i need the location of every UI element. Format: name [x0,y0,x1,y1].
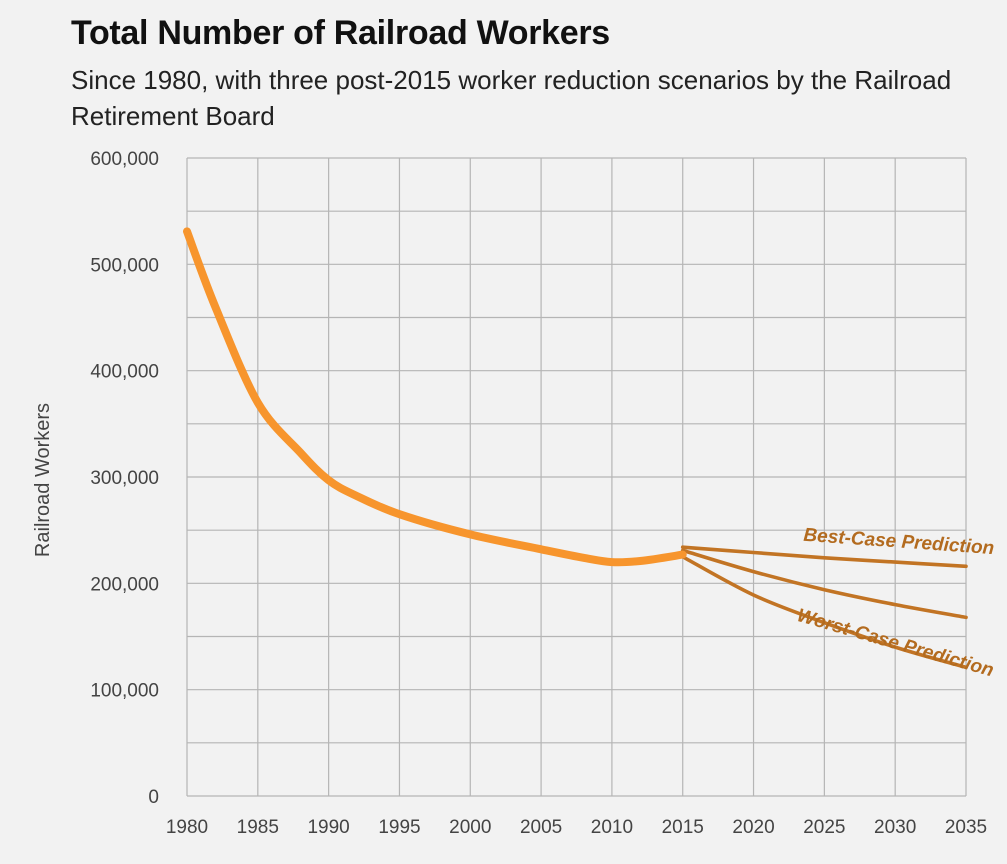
chart-title: Total Number of Railroad Workers [71,14,610,52]
x-tick-label: 2010 [591,817,633,838]
y-tick-label: 500,000 [90,255,159,276]
x-tick-label: 2035 [945,817,987,838]
worst-case-series-line [680,555,968,670]
y-tick-label: 0 [148,787,159,808]
data-series [183,227,968,670]
best-case-series-line [680,545,968,569]
x-tick-label: 2000 [449,817,491,838]
x-tick-label: 2030 [874,817,916,838]
y-tick-label: 100,000 [90,681,159,702]
y-tick-label: 200,000 [90,574,159,595]
x-tick-label: 1980 [166,817,208,838]
y-tick-label: 400,000 [90,362,159,383]
x-tick-label: 1995 [378,817,420,838]
x-tick-label: 2015 [662,817,704,838]
historical-series-line [183,227,687,567]
middle-case-series-line [680,548,968,620]
x-tick-label: 2025 [803,817,845,838]
y-axis-tick-labels: 0 100,000 200,000 300,000 400,000 500,000 600,… [90,149,159,808]
chart-subtitle: Since 1980, with three post-2015 worker … [71,65,952,131]
x-tick-label: 1985 [237,817,279,838]
x-tick-label: 1990 [307,817,349,838]
y-tick-label: 600,000 [90,149,159,170]
grid-lines [186,157,967,797]
x-tick-label: 2020 [732,817,774,838]
y-tick-label: 300,000 [90,468,159,489]
y-axis-label: Railroad Workers [32,403,54,557]
x-axis-tick-labels: 1980 1985 1990 1995 2000 2005 2010 2015 2020 2025… [166,817,987,838]
x-tick-label: 2005 [520,817,562,838]
